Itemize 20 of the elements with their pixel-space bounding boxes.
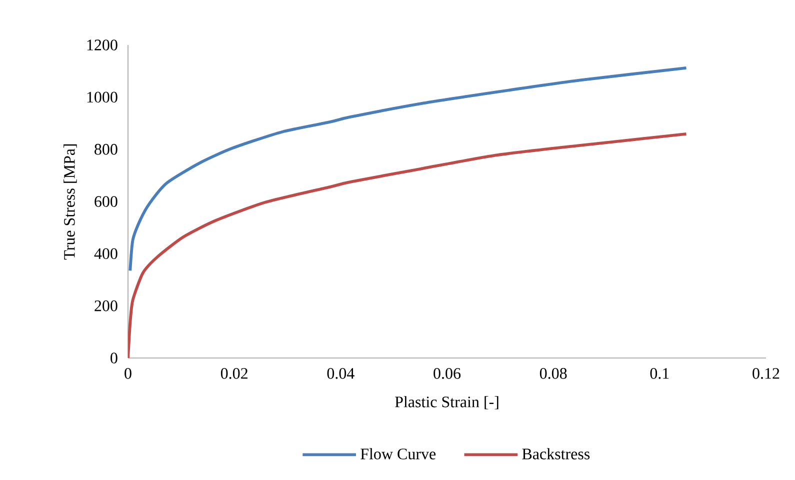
y-tick-label: 1000 [87,92,118,103]
x-tick-label: 0.06 [434,368,461,379]
x-axis-title: Plastic Strain [-] [395,396,498,410]
x-tick-label: 0.02 [220,368,248,379]
legend-label: Flow Curve [360,448,436,460]
y-tick-label: 400 [94,248,118,260]
x-tick-label: 0 [124,368,132,379]
y-tick-label: 200 [94,300,118,312]
y-tick-label: 600 [94,196,118,207]
line-series [128,66,688,272]
y-tick-label: 1200 [87,40,118,50]
y-tick-label: 800 [94,144,118,155]
y-axis-title: True Stress [MPa] [64,144,77,260]
y-tick-label: 0 [110,352,118,364]
x-tick-label: 0.08 [540,368,567,379]
legend-label: Backstress [522,448,590,460]
x-tick-label: 0.1 [650,368,669,379]
x-tick-label: 0.12 [752,368,780,379]
x-tick-label: 0.04 [327,368,354,379]
line-series [128,132,688,358]
